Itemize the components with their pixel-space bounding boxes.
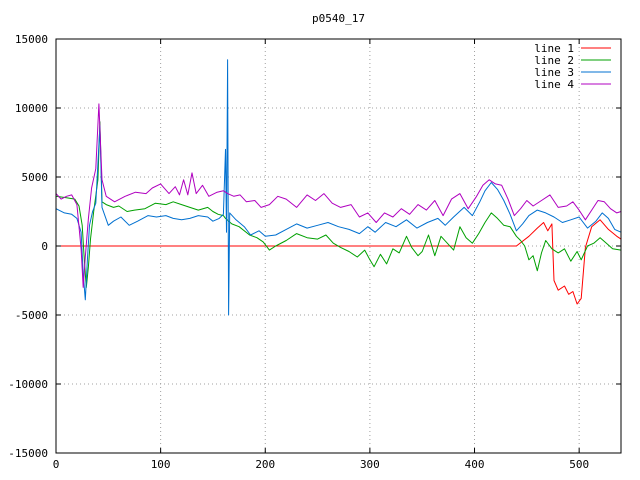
legend-label-4: line 4 [534,78,574,91]
y-tick-label: -5000 [15,309,48,322]
grid-lines [56,39,621,453]
x-tick-label: 300 [360,458,380,471]
series-line-2 [55,121,622,288]
y-tick-label: 0 [41,240,48,253]
series-line-1 [56,219,622,305]
chart-title: p0540_17 [312,12,365,25]
x-tick-label: 500 [569,458,589,471]
y-tick-label: -10000 [8,378,48,391]
legend-label-2: line 2 [534,54,574,67]
y-tick-labels: -15000 -10000 -5000 0 5000 10000 15000 [8,33,48,460]
x-tick-label: 0 [53,458,60,471]
y-tick-label: 15000 [15,33,48,46]
legend-label-1: line 1 [534,42,574,55]
series-line-4 [55,103,622,288]
x-tick-labels: 0 100 200 300 400 500 [53,458,589,471]
legend-label-3: line 3 [534,66,574,79]
x-tick-label: 400 [465,458,485,471]
x-tick-label: 100 [151,458,171,471]
series-line-3 [55,59,622,316]
series-layer [55,59,622,316]
tick-marks [55,38,621,454]
y-tick-label: 5000 [22,171,49,184]
x-tick-label: 200 [255,458,275,471]
y-tick-label: 10000 [15,102,48,115]
y-tick-label: -15000 [8,447,48,460]
